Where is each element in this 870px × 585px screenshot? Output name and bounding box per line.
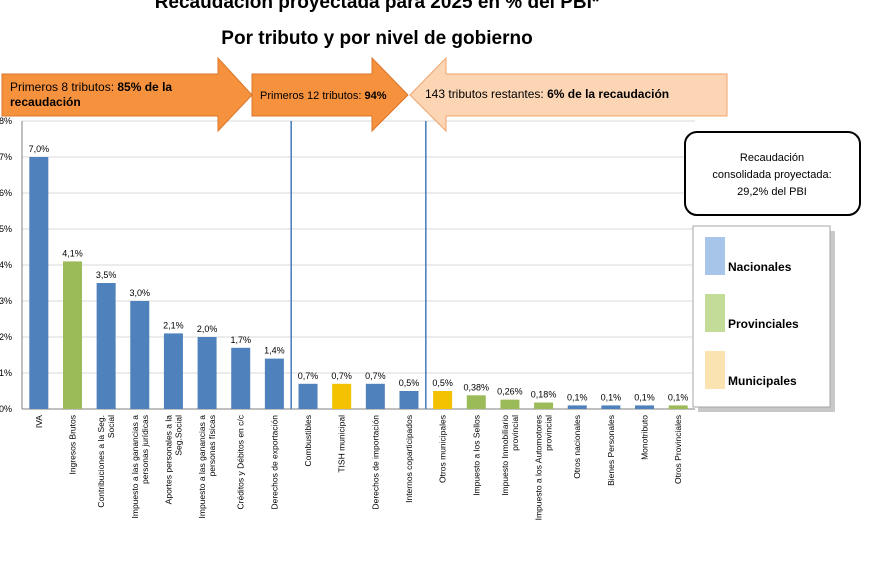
chart-subtitle: Por tributo y por nivel de gobierno (221, 28, 532, 49)
bar (466, 395, 486, 409)
category-label: Monotributo (640, 415, 650, 460)
data-label: 2,1% (163, 320, 184, 330)
data-label: 0,1% (567, 392, 588, 402)
data-label: 0,7% (298, 371, 319, 381)
category-label: Otros municipales (438, 415, 448, 483)
total-callout-box (684, 131, 861, 216)
legend-entry: Municipales (728, 374, 797, 388)
y-tick-label: 2% (0, 332, 12, 342)
y-tick-label: 4% (0, 260, 12, 270)
y-tick-label: 6% (0, 188, 12, 198)
data-label: 1,4% (264, 346, 285, 356)
category-label: Impuesto a las ganancias a (197, 415, 207, 519)
category-label: Internos coparticipados (404, 415, 414, 503)
category-label: Contribuciones a la Seg. (96, 415, 106, 508)
data-label: 1,7% (230, 335, 251, 345)
bar (567, 405, 587, 409)
y-tick-label: 1% (0, 368, 12, 378)
arrow-first-12-label: Primeros 12 tributos: 94% (260, 90, 387, 102)
data-label: 0,1% (634, 392, 655, 402)
y-tick-label: 0% (0, 404, 12, 414)
arrow-first-8-label: Primeros 8 tributos: 85% de la recaudació… (10, 80, 172, 109)
bar (433, 391, 453, 409)
data-label: 4,1% (62, 248, 83, 258)
bar (197, 337, 217, 409)
arrow-remaining (409, 56, 728, 133)
category-label: Aportes personales a la (163, 415, 173, 505)
category-label: Social (106, 415, 116, 438)
bar (365, 383, 385, 409)
bar (163, 333, 183, 409)
bar (96, 283, 116, 409)
bar (332, 383, 352, 409)
category-label: TISH municipal (337, 415, 347, 473)
data-label: 0,5% (399, 378, 420, 388)
category-label: Otros Provinciales (673, 415, 683, 484)
bar (231, 347, 251, 409)
data-label: 2,0% (197, 324, 218, 334)
data-label: 0,38% (464, 382, 490, 392)
legend-swatch (705, 351, 725, 389)
category-label: Derechos de importación (370, 415, 380, 510)
category-label: Derechos de exportación (269, 415, 279, 510)
category-label: Impuesto a los Sellos (471, 415, 481, 496)
data-label: 0,7% (365, 371, 386, 381)
bar (500, 399, 520, 409)
legend-entry: Nacionales (728, 260, 792, 274)
total-callout-text: Recaudación (740, 152, 804, 164)
category-label: Impuesto a las ganancias a (130, 415, 140, 519)
legend-swatch (705, 294, 725, 332)
data-label: 0,26% (497, 387, 523, 397)
y-tick-label: 7% (0, 152, 12, 162)
category-label: Otros nacionales (572, 415, 582, 479)
category-label: personas físicas (207, 415, 217, 476)
bar (298, 383, 318, 409)
bar (635, 405, 655, 409)
legend-swatch (705, 237, 725, 275)
category-label: Impuesto a los Automotores (534, 415, 544, 520)
total-callout-text: consolidada proyectada: (712, 169, 831, 181)
total-callout-text: 29,2% del PBI (737, 186, 807, 198)
category-label: Seg.Social (173, 415, 183, 456)
data-label: 7,0% (29, 144, 50, 154)
bar (534, 402, 554, 409)
y-tick-label: 3% (0, 296, 12, 306)
category-label: Bienes Personales (606, 415, 616, 486)
y-tick-label: 5% (0, 224, 12, 234)
category-label: Ingresos Brutos (67, 415, 77, 475)
y-tick-label: 8% (0, 116, 12, 126)
bar (668, 405, 688, 409)
arrow-first-12 (251, 56, 409, 133)
data-label: 0,1% (601, 392, 622, 402)
category-label: provincial (510, 415, 520, 451)
category-label: IVA (34, 415, 44, 428)
data-label: 0,5% (432, 378, 453, 388)
arrow-remaining-label: 143 tributos restantes: 6% de la recauda… (425, 87, 669, 101)
bar (601, 405, 621, 409)
category-label: Impuesto Inmobiliario (500, 415, 510, 496)
bar (399, 391, 419, 409)
category-label: Combustibles (303, 415, 313, 467)
data-label: 3,5% (96, 270, 117, 280)
bar (29, 157, 49, 409)
category-label: Créditos y Débitos en c/c (236, 414, 246, 509)
data-label: 0,18% (531, 390, 557, 400)
data-label: 0,1% (668, 392, 689, 402)
bar (130, 301, 150, 409)
bar (264, 358, 284, 409)
arrow-first-8 (1, 56, 253, 133)
chart-title: Recaudación proyectada para 2025 en % de… (155, 0, 600, 13)
category-label: personas jurídicas (140, 415, 150, 484)
bar (62, 261, 82, 409)
category-label: provincial (544, 415, 554, 451)
data-label: 3,0% (130, 288, 151, 298)
data-label: 0,7% (331, 371, 352, 381)
legend-entry: Provinciales (728, 317, 799, 331)
